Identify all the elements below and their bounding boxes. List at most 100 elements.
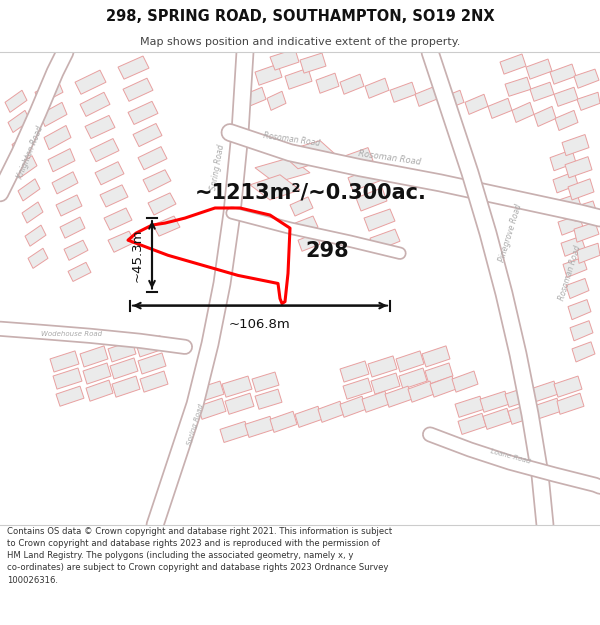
Polygon shape (95, 162, 124, 185)
Text: 298, SPRING ROAD, SOUTHAMPTON, SO19 2NX: 298, SPRING ROAD, SOUTHAMPTON, SO19 2NX (106, 9, 494, 24)
Polygon shape (267, 91, 286, 111)
Polygon shape (488, 98, 512, 118)
Polygon shape (35, 80, 63, 104)
Polygon shape (390, 82, 416, 102)
Polygon shape (108, 341, 136, 362)
Polygon shape (123, 78, 153, 101)
Polygon shape (280, 141, 338, 169)
Polygon shape (60, 217, 85, 238)
Polygon shape (385, 386, 412, 408)
Polygon shape (295, 406, 322, 428)
Polygon shape (18, 179, 40, 201)
Text: Spring Road: Spring Road (186, 403, 204, 446)
Text: ~1213m²/~0.300ac.: ~1213m²/~0.300ac. (195, 183, 427, 203)
Polygon shape (133, 124, 162, 147)
Polygon shape (48, 149, 75, 172)
Polygon shape (255, 389, 282, 409)
Text: ~106.8m: ~106.8m (229, 318, 291, 331)
Polygon shape (554, 88, 578, 106)
Polygon shape (562, 134, 589, 156)
Polygon shape (53, 368, 82, 389)
Polygon shape (40, 102, 67, 126)
Text: Wodehouse Road: Wodehouse Road (41, 331, 103, 337)
Polygon shape (112, 376, 140, 398)
Polygon shape (250, 175, 300, 200)
Polygon shape (343, 378, 372, 399)
Polygon shape (550, 149, 576, 171)
Polygon shape (425, 363, 453, 384)
Polygon shape (365, 78, 389, 98)
Polygon shape (5, 90, 27, 112)
Polygon shape (356, 188, 387, 211)
Polygon shape (574, 222, 599, 243)
Polygon shape (56, 195, 82, 216)
Polygon shape (550, 64, 576, 84)
Polygon shape (316, 73, 339, 93)
Polygon shape (348, 168, 380, 191)
Polygon shape (571, 201, 597, 221)
Polygon shape (368, 356, 397, 377)
Polygon shape (198, 398, 226, 419)
Polygon shape (108, 231, 135, 253)
Polygon shape (285, 68, 312, 89)
Polygon shape (561, 236, 585, 256)
Polygon shape (118, 56, 149, 79)
Polygon shape (399, 368, 427, 389)
Polygon shape (455, 396, 484, 418)
Polygon shape (86, 380, 113, 401)
Polygon shape (295, 216, 318, 234)
Text: 298: 298 (305, 241, 349, 261)
Polygon shape (80, 92, 110, 116)
Text: Rosoman Road: Rosoman Road (358, 149, 422, 166)
Polygon shape (25, 225, 46, 246)
Polygon shape (44, 126, 71, 149)
Polygon shape (566, 278, 589, 299)
Polygon shape (148, 193, 176, 215)
Polygon shape (104, 208, 132, 230)
Polygon shape (500, 54, 526, 74)
Polygon shape (270, 411, 297, 432)
Polygon shape (340, 74, 364, 94)
Polygon shape (558, 215, 583, 235)
Polygon shape (530, 381, 558, 402)
Polygon shape (577, 243, 600, 263)
Polygon shape (318, 401, 344, 422)
Polygon shape (396, 351, 424, 372)
Polygon shape (28, 248, 48, 268)
Polygon shape (255, 64, 282, 85)
Polygon shape (362, 391, 389, 412)
Polygon shape (220, 421, 249, 442)
Polygon shape (554, 376, 582, 398)
Polygon shape (68, 262, 91, 281)
Polygon shape (100, 185, 128, 207)
Polygon shape (110, 358, 138, 379)
Polygon shape (371, 373, 400, 394)
Polygon shape (534, 106, 556, 126)
Text: Loane Road: Loane Road (490, 448, 530, 465)
Polygon shape (12, 132, 33, 154)
Polygon shape (90, 139, 119, 162)
Polygon shape (480, 391, 509, 412)
Polygon shape (8, 111, 30, 132)
Polygon shape (56, 386, 84, 406)
Polygon shape (505, 386, 534, 408)
Polygon shape (568, 299, 591, 320)
Polygon shape (440, 90, 464, 111)
Polygon shape (64, 240, 88, 261)
Polygon shape (143, 170, 171, 192)
Polygon shape (270, 49, 299, 70)
Polygon shape (430, 376, 456, 398)
Polygon shape (136, 336, 164, 357)
Polygon shape (415, 86, 439, 106)
Polygon shape (195, 381, 224, 402)
Text: Contains OS data © Crown copyright and database right 2021. This information is : Contains OS data © Crown copyright and d… (7, 527, 392, 584)
Polygon shape (140, 371, 168, 392)
Polygon shape (553, 172, 578, 193)
Polygon shape (340, 148, 373, 171)
Polygon shape (340, 396, 366, 418)
Polygon shape (422, 346, 450, 367)
Polygon shape (245, 416, 274, 437)
Polygon shape (505, 77, 531, 96)
Text: Rosoman Road: Rosoman Road (557, 245, 583, 302)
Polygon shape (50, 351, 79, 372)
